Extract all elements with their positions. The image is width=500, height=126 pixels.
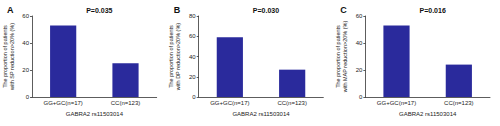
svg-text:40: 40 xyxy=(356,40,363,46)
svg-text:with MAP reduction>20% (%): with MAP reduction>20% (%) xyxy=(342,21,348,94)
svg-text:A: A xyxy=(7,5,14,15)
svg-text:20: 20 xyxy=(22,67,29,73)
svg-text:P=0.016: P=0.016 xyxy=(420,7,446,14)
svg-text:GG+GC(n=17): GG+GC(n=17) xyxy=(210,100,249,106)
svg-text:The proportion of patients: The proportion of patients xyxy=(168,25,174,88)
svg-text:80: 80 xyxy=(189,13,196,19)
svg-text:The proportion of patients: The proportion of patients xyxy=(335,25,341,88)
svg-text:CC(n=123): CC(n=123) xyxy=(444,100,474,106)
svg-text:GABRA2 rs11503014: GABRA2 rs11503014 xyxy=(232,111,290,117)
svg-text:20: 20 xyxy=(356,67,363,73)
svg-text:C: C xyxy=(340,5,347,15)
svg-text:CC(n=123): CC(n=123) xyxy=(111,100,141,106)
svg-text:with DP reduction>20% (%): with DP reduction>20% (%) xyxy=(175,23,181,91)
svg-text:40: 40 xyxy=(22,40,29,46)
svg-text:0: 0 xyxy=(26,94,30,100)
svg-text:0: 0 xyxy=(359,94,363,100)
svg-text:GG+GC(n=17): GG+GC(n=17) xyxy=(43,100,82,106)
svg-text:40: 40 xyxy=(189,54,196,60)
svg-text:P=0.030: P=0.030 xyxy=(253,7,279,14)
svg-text:with SP reduction>20% (%): with SP reduction>20% (%) xyxy=(9,23,15,91)
svg-text:60: 60 xyxy=(189,33,196,39)
svg-text:60: 60 xyxy=(356,13,363,19)
svg-text:GABRA2 rs11503014: GABRA2 rs11503014 xyxy=(399,111,457,117)
svg-text:GG+GC(n=17): GG+GC(n=17) xyxy=(377,100,416,106)
svg-text:20: 20 xyxy=(189,74,196,80)
svg-text:CC(n=123): CC(n=123) xyxy=(277,100,307,106)
svg-text:GABRA2 rs11503014: GABRA2 rs11503014 xyxy=(66,111,124,117)
svg-text:0: 0 xyxy=(192,94,196,100)
svg-text:60: 60 xyxy=(22,13,29,19)
svg-text:P=0.035: P=0.035 xyxy=(86,7,112,14)
svg-text:B: B xyxy=(174,5,181,15)
svg-text:The proportion of patients: The proportion of patients xyxy=(2,25,8,88)
